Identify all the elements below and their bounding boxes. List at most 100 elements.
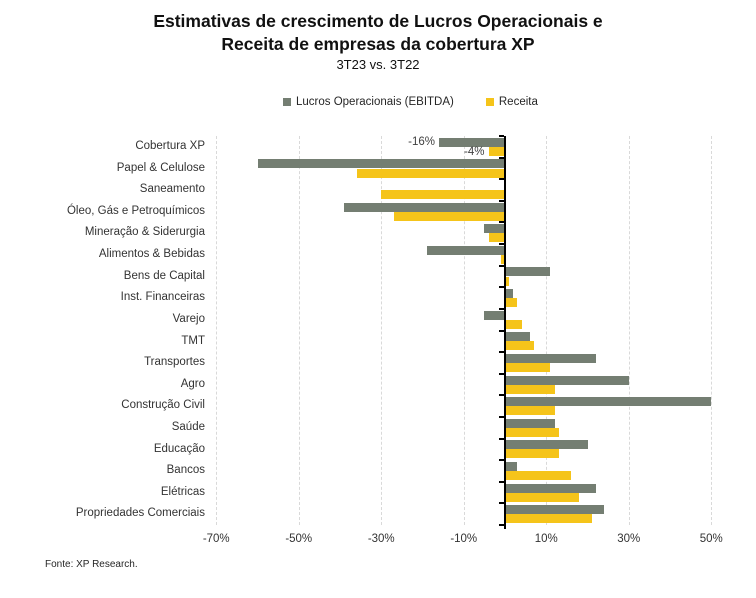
- category-label: Agro: [180, 377, 205, 390]
- bar-receita: [505, 298, 518, 308]
- data-label: -4%: [464, 145, 485, 158]
- axis-tick: [499, 524, 504, 526]
- axis-tick: [499, 265, 504, 267]
- bar-ebitda: [505, 397, 712, 407]
- bar-receita: [500, 254, 505, 264]
- x-axis-label: 30%: [617, 533, 641, 545]
- bar-receita: [505, 471, 571, 481]
- axis-tick: [499, 286, 504, 288]
- grid-line: [546, 136, 548, 525]
- bar-ebitda: [505, 289, 514, 299]
- category-label: Óleo, Gás e Petroquímicos: [66, 204, 205, 217]
- bar-ebitda: [439, 137, 505, 147]
- category-label: Bancos: [166, 464, 205, 477]
- category-label: Saúde: [171, 420, 205, 433]
- bar-ebitda: [505, 505, 604, 515]
- bar-receita: [505, 492, 580, 502]
- x-axis-label: -30%: [367, 533, 395, 545]
- category-label: Elétricas: [160, 485, 205, 498]
- category-label: TMT: [181, 334, 205, 347]
- ebitda-legend-marker: [283, 98, 291, 106]
- grid-line: [216, 136, 218, 525]
- bar-receita: [505, 449, 559, 459]
- legend: Lucros Operacionais (EBITDA) Receita: [283, 96, 538, 108]
- chart-subtitle: 3T23 vs. 3T22: [336, 57, 420, 72]
- axis-tick: [499, 351, 504, 353]
- category-label: Saneamento: [139, 183, 205, 196]
- category-label: Varejo: [172, 312, 205, 325]
- chart-title-line2: Receita de empresas da cobertura XP: [221, 34, 535, 54]
- category-label: Propriedades Comerciais: [75, 507, 205, 520]
- axis-tick: [499, 502, 504, 504]
- bar-receita: [381, 190, 505, 200]
- axis-tick: [499, 308, 504, 310]
- bar-ebitda: [257, 159, 505, 169]
- axis-line: [504, 136, 506, 529]
- legend-label: Lucros Operacionais (EBITDA): [296, 96, 454, 108]
- x-axis-label: -10%: [450, 533, 478, 545]
- category-label: Construção Civil: [121, 399, 205, 412]
- axis-tick: [499, 481, 504, 483]
- category-label: Papel & Celulose: [116, 161, 205, 174]
- bar-ebitda: [344, 202, 505, 212]
- category-label: Mineração & Siderurgia: [84, 226, 205, 239]
- axis-tick: [499, 221, 504, 223]
- bar-receita: [505, 514, 592, 524]
- bar-receita: [356, 168, 505, 178]
- chart-title-line1: Estimativas de crescimento de Lucros Ope…: [153, 11, 603, 31]
- chart-title: Estimativas de crescimento de Lucros Ope…: [0, 10, 756, 56]
- bar-ebitda: [505, 267, 551, 277]
- bar-ebitda: [505, 418, 555, 428]
- category-label: Cobertura XP: [135, 140, 205, 152]
- bar-ebitda: [426, 245, 505, 255]
- bar-receita: [505, 363, 551, 372]
- axis-tick: [499, 330, 504, 332]
- axis-tick: [499, 200, 504, 202]
- axis-tick: [499, 157, 504, 159]
- bar-ebitda: [505, 332, 530, 342]
- x-axis-label: 10%: [534, 533, 558, 545]
- axis-tick: [499, 459, 504, 461]
- plot-area: -16% -4%: [213, 135, 718, 529]
- grid-line: [298, 136, 300, 525]
- legend-item: Lucros Operacionais (EBITDA): [283, 96, 454, 108]
- axis-tick: [499, 178, 504, 180]
- data-label: -16%: [408, 135, 435, 148]
- bar-ebitda: [484, 310, 505, 320]
- axis-tick: [499, 394, 504, 396]
- category-label: Inst. Financeiras: [120, 291, 205, 304]
- legend-label: Receita: [498, 96, 538, 108]
- bar-ebitda: [505, 483, 596, 493]
- x-axis-label: -50%: [285, 533, 313, 545]
- category-label: Educação: [153, 442, 205, 455]
- axis-tick: [499, 135, 504, 137]
- legend-item: Receita: [485, 96, 538, 108]
- bar-receita: [505, 406, 555, 416]
- bar-receita: [505, 341, 534, 351]
- bar-receita: [393, 211, 505, 221]
- bar-ebitda: [505, 461, 518, 471]
- grid-line: [463, 136, 465, 525]
- axis-tick: [499, 243, 504, 245]
- bar-receita: [488, 233, 505, 243]
- category-label: Alimentos & Bebidas: [98, 248, 205, 261]
- bar-receita: [505, 384, 555, 394]
- bar-receita: [505, 319, 522, 329]
- grid-line: [711, 136, 713, 525]
- axis-tick: [499, 416, 504, 418]
- bar-receita: [505, 276, 510, 286]
- receita-legend-marker: [485, 98, 494, 106]
- bar-receita: [488, 146, 505, 156]
- x-axis-label: -70%: [202, 533, 230, 545]
- grid-line: [381, 136, 383, 525]
- axis-tick: [499, 438, 504, 440]
- source-note: Fonte: XP Research.: [45, 559, 138, 570]
- bar-ebitda: [505, 440, 588, 450]
- bar-ebitda: [505, 375, 629, 385]
- bar-ebitda: [484, 224, 505, 234]
- x-axis-label: 50%: [699, 533, 723, 545]
- category-label: Bens de Capital: [123, 269, 205, 282]
- bar-receita: [505, 427, 559, 437]
- bar-ebitda: [505, 353, 596, 363]
